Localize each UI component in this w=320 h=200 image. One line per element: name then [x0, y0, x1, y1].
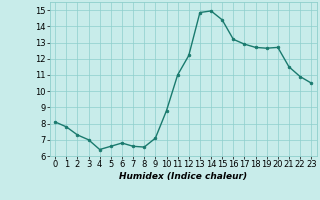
X-axis label: Humidex (Indice chaleur): Humidex (Indice chaleur): [119, 172, 247, 181]
